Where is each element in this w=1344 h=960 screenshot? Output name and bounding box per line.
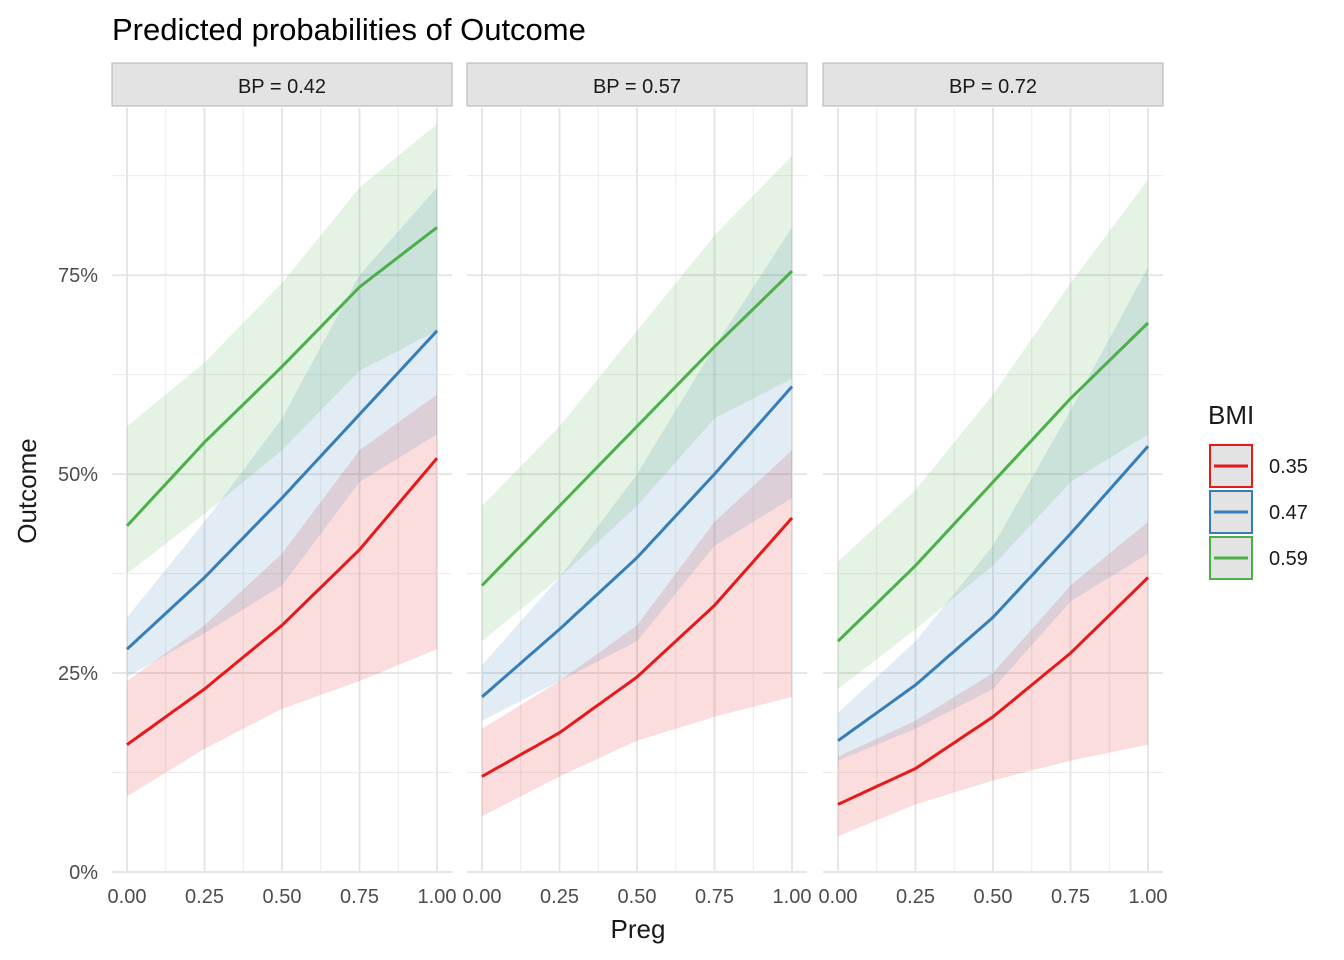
series-line [837,576,1150,806]
legend-label: 0.59 [1269,548,1308,570]
legend-entry: 0.59 [1209,536,1308,580]
confidence-band [482,155,792,642]
series-line [837,445,1150,742]
facet-strip [111,62,453,107]
x-tick-label: 1.00 [773,886,812,908]
x-tick-label: 0.25 [185,886,224,908]
series-line [836,321,1150,643]
legend-entry: 0.47 [1209,490,1308,534]
confidence-band [127,187,437,677]
x-tick-label: 0.75 [695,886,734,908]
confidence-band [838,179,1148,689]
confidence-band [482,450,792,817]
x-tick-label: 0.50 [263,886,302,908]
facet-strip-label: BP = 0.57 [593,76,681,98]
x-tick-label: 0.75 [1051,886,1090,908]
x-tick-label: 1.00 [418,886,457,908]
legend-label: 0.35 [1269,456,1308,478]
x-tick-label: 0.00 [463,886,502,908]
facet-panels: BP = 0.42 0.00 0.25 0.50 0.75 1.00 BP = 0.57 0.… [58,62,1168,908]
facet-panel: BP = 0.42 0.00 0.25 0.50 0.75 1.00 [108,62,457,908]
facet-strip-label: BP = 0.72 [949,76,1037,98]
legend-label: 0.47 [1269,502,1308,524]
facet-panel: BP = 0.72 0.00 0.25 0.50 0.75 1.00 [819,62,1168,908]
x-tick-label: 0.00 [108,886,147,908]
x-tick-label: 1.00 [1129,886,1168,908]
y-axis-title: Outcome [12,438,42,544]
y-tick-label: 75% [58,265,98,287]
confidence-band [838,521,1148,837]
legend: BMI 0.35 0.47 0.59 [1208,400,1308,580]
y-axis: 0% 25% 50% 75% [58,265,98,884]
x-tick-label: 0.25 [540,886,579,908]
facet-strip-label: BP = 0.42 [238,76,326,98]
x-tick-label: 0.50 [974,886,1013,908]
legend-entry: 0.35 [1209,444,1308,488]
series-line [480,270,794,587]
y-tick-label: 0% [69,862,98,884]
grid [467,108,807,873]
series-line [481,516,794,778]
grid [823,108,1163,873]
x-tick-label: 0.00 [819,886,858,908]
x-tick-label: 0.50 [618,886,657,908]
series-line [125,329,439,651]
x-axis-title: Preg [611,914,666,944]
x-tick-label: 0.25 [896,886,935,908]
x-tick-label: 0.75 [340,886,379,908]
series-line [126,457,439,746]
confidence-band [838,267,1148,761]
y-tick-label: 50% [58,464,98,486]
legend-keys: 0.35 0.47 0.59 [1209,444,1308,580]
facet-strip [822,62,1164,107]
series-line [125,226,438,527]
confidence-band [127,123,437,574]
confidence-band [482,227,792,721]
series-line [481,385,794,699]
legend-title: BMI [1208,400,1254,430]
y-tick-label: 25% [58,663,98,685]
chart-title: Predicted probabilities of Outcome [112,12,586,47]
confidence-band [127,394,437,797]
facet-strip [466,62,808,107]
facet-panel: BP = 0.57 0.00 0.25 0.50 0.75 1.00 [463,62,812,908]
